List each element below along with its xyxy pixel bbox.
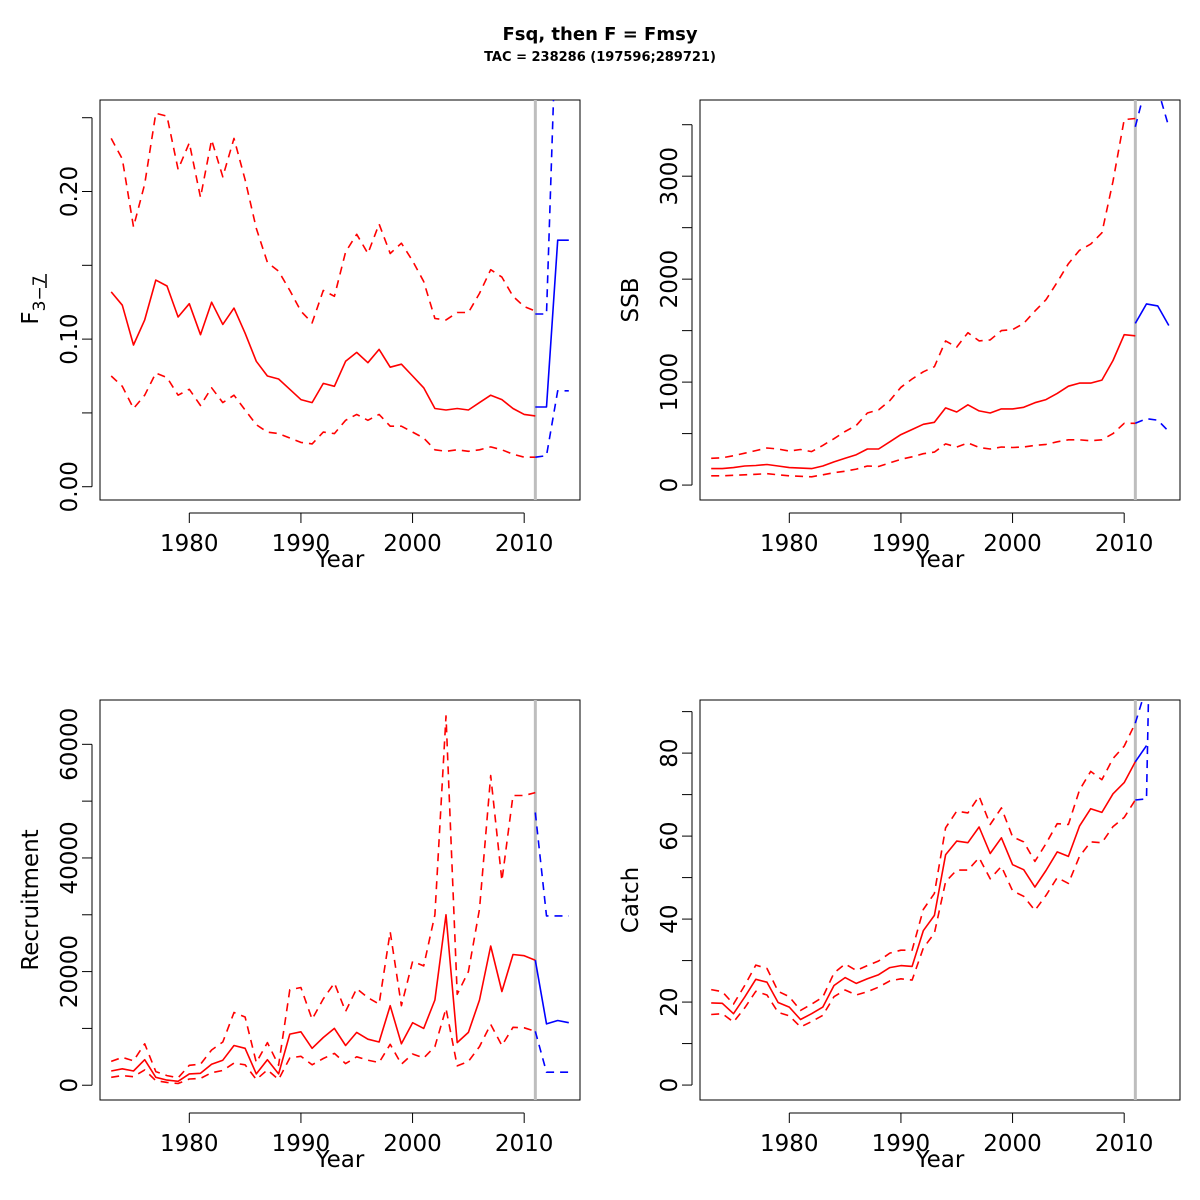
figure-subtitle: TAC = 238286 (197596;289721) [484,50,716,65]
catch-historic-line [711,761,1137,1021]
f-y-tick-label: 0.00 [57,461,83,512]
recruitment-y-axis-label: Recruitment [18,829,44,970]
ssb-y-tick-label: 0 [657,478,683,493]
ssb-y-tick-label: 2000 [657,250,683,309]
catch-x-tick-label: 2010 [1095,1131,1154,1157]
f-historic-upper-line [110,112,536,324]
f-y-tick-label: 0.20 [57,166,83,217]
f-x-tick-label: 2000 [383,531,442,557]
catch-forecast-lower-line [1135,700,1150,801]
recruitment-y-tick-label: 40000 [57,821,83,894]
catch-forecast-line [1134,745,1148,763]
f-x-axis-label: Year [315,547,365,573]
catch-y-tick-label: 40 [657,904,683,933]
f-x-tick-label: 1980 [160,531,219,557]
figure-title: Fsq, then F = Fmsy [502,24,697,45]
f-data-area [110,100,569,500]
f-x-tick-label: 2010 [495,531,554,557]
ssb-y-axis-label: SSB [618,278,644,323]
f-y-axis-label: F3−7 [18,275,50,324]
recruitment-y-tick-label: 0 [57,1078,83,1093]
catch-x-tick-label: 1980 [760,1131,819,1157]
f-forecast-upper-line [535,100,555,315]
recruitment-data-area [110,700,569,1100]
catch-y-tick-label: 80 [657,738,683,767]
recruitment-x-tick-label: 1980 [160,1131,219,1157]
recruitment-forecast-lower-line [534,1031,569,1073]
catch-x-axis-label: Year [915,1147,965,1173]
f-plot-frame [99,99,581,501]
f-y-tick-label: 0.10 [57,314,83,365]
recruitment-x-tick-label: 2010 [495,1131,554,1157]
catch-y-tick-label: 20 [657,987,683,1016]
ssb-historic-upper-line [711,117,1136,460]
catch-y-tick-label: 0 [657,1078,683,1093]
catch-y-axis-label: Catch [618,867,644,933]
ssb-data-area [711,100,1170,500]
catch-x-tick-label: 1990 [872,1131,931,1157]
recruitment-panel: 1980 1990 2000 2010 Year 0 20000 40000 60000 Recr… [18,699,581,1173]
catch-x-tick-label: 2000 [983,1131,1042,1157]
catch-historic-upper-line [711,722,1137,1012]
ssb-x-tick-label: 1980 [760,531,819,557]
f-x-tick-label: 1990 [272,531,331,557]
recruitment-y-tick-label: 60000 [57,708,83,781]
ssb-y-tick-label: 1000 [657,353,683,412]
catch-data-area [711,700,1150,1100]
f-panel: 1980 1990 2000 2010 Year 0.00 0.10 0.20 F3−7 [18,99,581,573]
ssb-forecast-upper-line [1134,100,1170,128]
recruitment-x-axis-label: Year [315,1147,365,1173]
ssb-x-tick-label: 2000 [983,531,1042,557]
recruitment-plot-frame [99,699,581,1101]
f-forecast-lower-line [535,389,569,458]
recruitment-forecast-upper-line [534,812,569,917]
f-historic-line [110,279,536,417]
ssb-panel: 1980 1990 2000 2010 Year 0 1000 2000 3000 SSB [618,99,1181,573]
ssb-forecast-line [1134,303,1170,326]
recruitment-historic-line [111,913,536,1083]
ssb-x-tick-label: 2010 [1095,531,1154,557]
recruitment-forecast-line [534,960,569,1025]
ssb-historic-line [711,333,1136,470]
ssb-x-tick-label: 1990 [872,531,931,557]
catch-panel: 1980 1990 2000 2010 Year 0 20 40 60 80 Catch [618,699,1181,1173]
ssb-x-axis-label: Year [915,547,965,573]
f-forecast-line [535,239,569,408]
catch-y-tick-label: 60 [657,821,683,850]
ssb-y-tick-label: 3000 [657,147,683,206]
recruitment-historic-lower-line [111,1007,536,1085]
recruitment-y-tick-label: 20000 [57,935,83,1008]
f-historic-lower-line [110,372,536,459]
ssb-forecast-lower-line [1134,417,1170,433]
recruitment-historic-upper-line [110,715,536,1079]
ssb-historic-lower-line [711,422,1136,478]
recruitment-x-tick-label: 1990 [272,1131,331,1157]
catch-plot-frame [699,699,1181,1101]
catch-forecast-upper-line [1134,700,1144,724]
recruitment-x-tick-label: 2000 [383,1131,442,1157]
catch-historic-lower-line [711,799,1136,1028]
ssb-plot-frame [699,99,1181,501]
